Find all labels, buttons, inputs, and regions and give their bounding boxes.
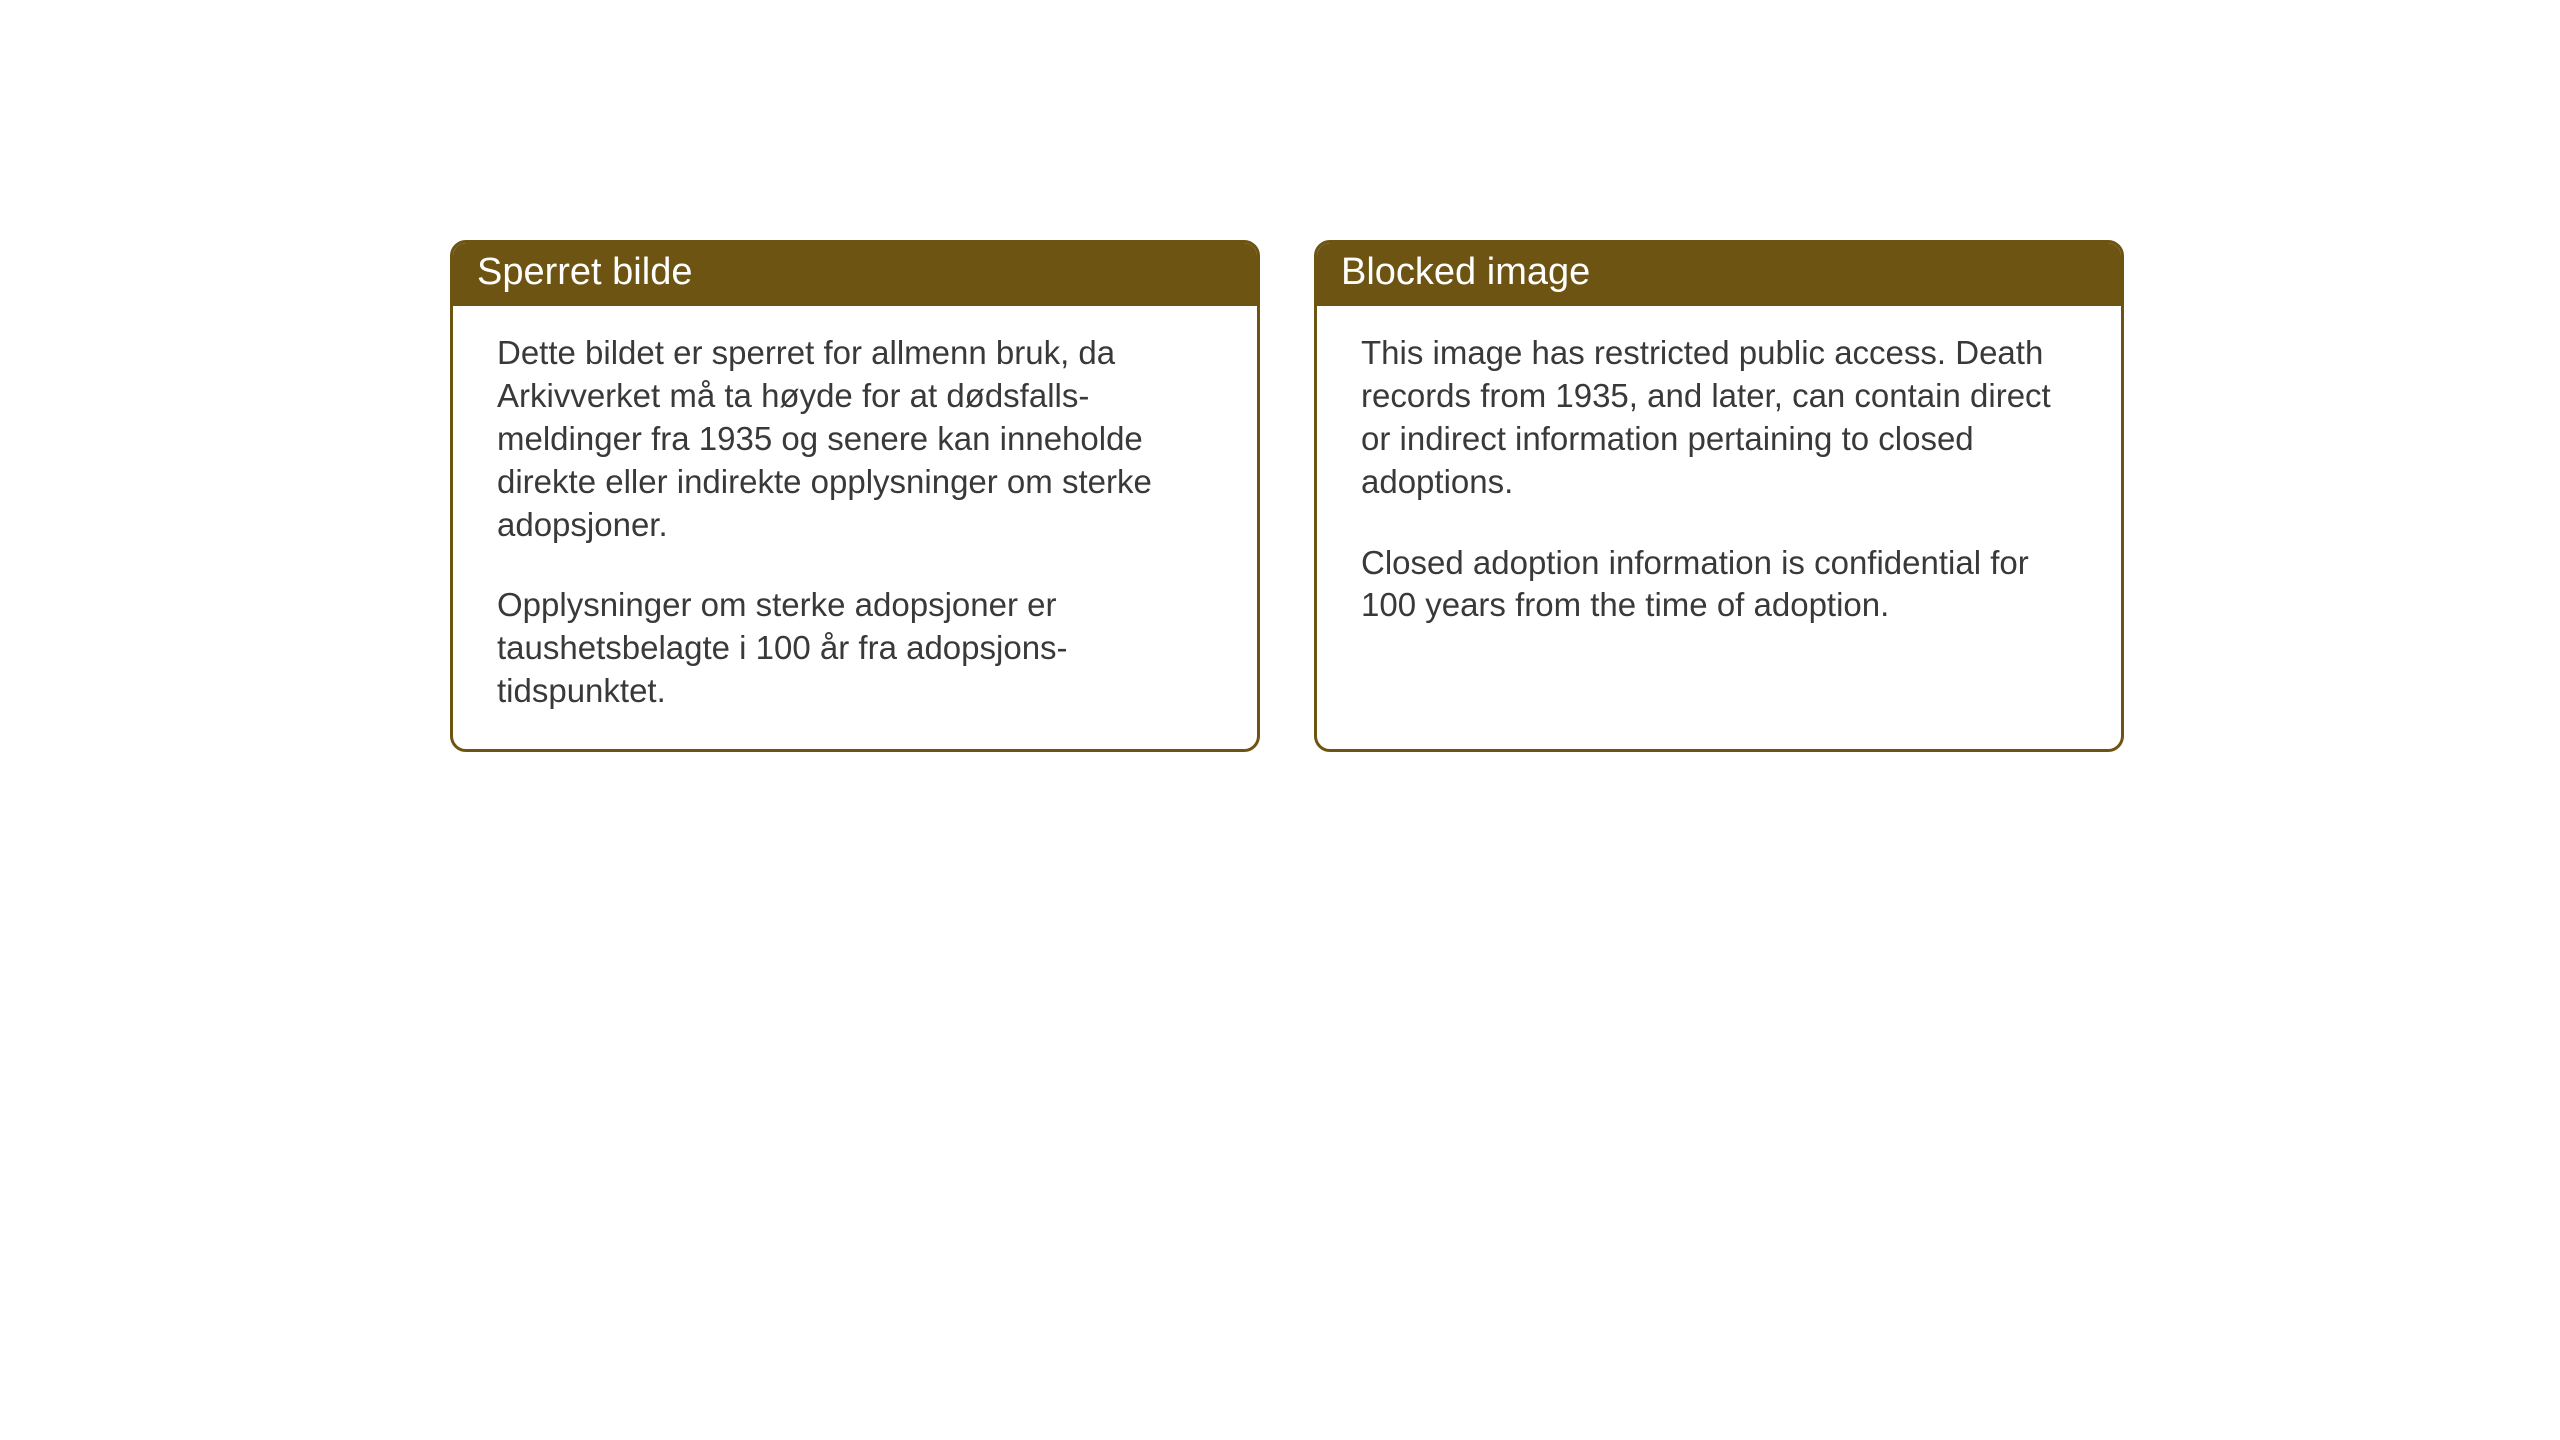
notice-paragraph: This image has restricted public access.… (1361, 332, 2077, 504)
notice-container: Sperret bilde Dette bildet er sperret fo… (450, 240, 2124, 752)
notice-header-norwegian: Sperret bilde (453, 243, 1257, 306)
notice-box-norwegian: Sperret bilde Dette bildet er sperret fo… (450, 240, 1260, 752)
notice-paragraph: Closed adoption information is confident… (1361, 542, 2077, 628)
notice-paragraph: Opplysninger om sterke adopsjoner er tau… (497, 584, 1213, 713)
notice-paragraph: Dette bildet er sperret for allmenn bruk… (497, 332, 1213, 546)
notice-body-norwegian: Dette bildet er sperret for allmenn bruk… (453, 306, 1257, 749)
notice-header-english: Blocked image (1317, 243, 2121, 306)
notice-box-english: Blocked image This image has restricted … (1314, 240, 2124, 752)
notice-body-english: This image has restricted public access.… (1317, 306, 2121, 749)
